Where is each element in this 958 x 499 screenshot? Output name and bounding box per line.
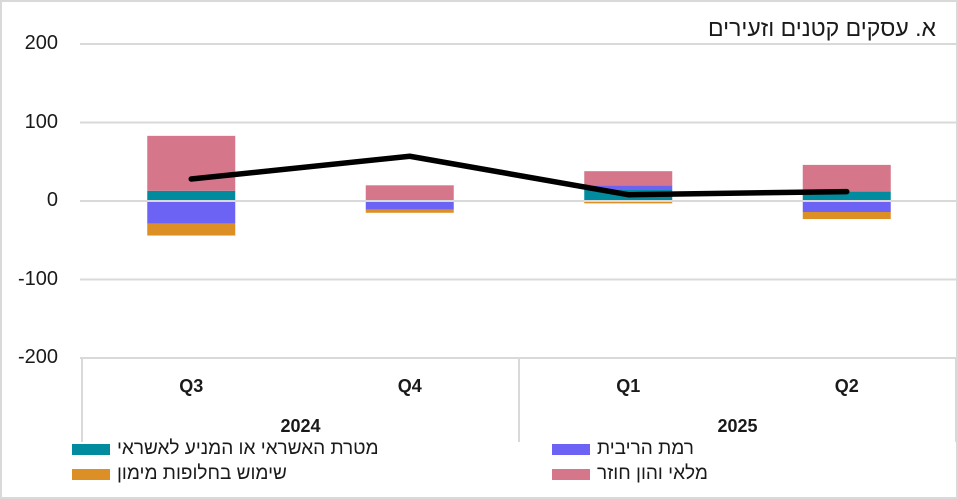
legend-label-interest-rate: רמת הריבית: [597, 438, 694, 459]
y-axis-tick-label: 200: [24, 32, 58, 55]
bar-segment: [147, 201, 236, 224]
legend-label-credit-purpose: מטרת האשראי או המניע לאשראי: [117, 438, 379, 459]
y-axis-tick-label: -200: [17, 346, 58, 369]
bar-segment: [147, 223, 236, 236]
legend-swatch-financing-alternatives: [72, 468, 110, 480]
x-axis-quarter-label: Q3: [179, 376, 204, 396]
bar-segment: [584, 171, 673, 186]
bar-segment: [802, 191, 891, 201]
bar-segment: [365, 185, 454, 201]
legend-swatch-credit-purpose: [72, 443, 110, 455]
bar-segment: [802, 211, 891, 220]
trend-line: [188, 153, 850, 198]
legend-swatch-inventory-working-capital: [552, 468, 590, 480]
x-axis-year-label: 2024: [280, 416, 321, 436]
bar-segment: [147, 190, 236, 201]
y-axis-tick-label: -100: [17, 267, 58, 290]
bar-segment: [365, 201, 454, 210]
y-axis-tick-label: 0: [46, 189, 58, 212]
x-axis-quarter-label: Q4: [397, 376, 422, 396]
legend-label-financing-alternatives: שימוש בחלופות מימון: [117, 463, 287, 484]
x-axis-quarter-label: Q1: [616, 376, 641, 396]
bar-segment: [584, 185, 673, 191]
bar-segment: [365, 209, 454, 213]
bar-segment: [584, 201, 673, 204]
legend-item-inventory-working-capital: מלאי והון חוזר: [552, 463, 708, 485]
legend-item-credit-purpose: מטרת האשראי או המניע לאשראי: [72, 438, 379, 460]
bar-segment: [802, 201, 891, 212]
legend-label-inventory-working-capital: מלאי והון חוזר: [597, 463, 708, 484]
x-axis-quarter-label: Q2: [834, 376, 859, 396]
y-axis-tick-label: 100: [24, 110, 58, 133]
chart-title: א. עסקים קטנים וזעירים: [708, 15, 936, 41]
bar-segment: [802, 164, 891, 192]
legend-swatch-interest-rate: [552, 443, 590, 455]
x-axis-year-label: 2025: [717, 416, 758, 436]
bar-segment: [147, 135, 236, 191]
legend-item-financing-alternatives: שימוש בחלופות מימון: [72, 463, 287, 485]
legend-item-interest-rate: רמת הריבית: [552, 438, 694, 460]
